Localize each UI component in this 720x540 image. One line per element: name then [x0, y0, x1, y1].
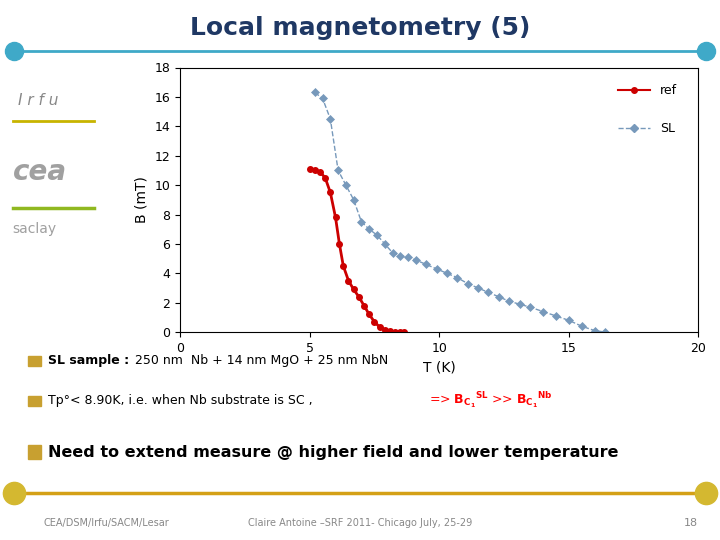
- Text: Tp°< 8.90K, i.e. when Nb substrate is SC ,: Tp°< 8.90K, i.e. when Nb substrate is SC…: [48, 394, 312, 407]
- Text: cea: cea: [13, 158, 67, 186]
- Text: saclay: saclay: [13, 222, 57, 237]
- Text: 18: 18: [684, 518, 698, 528]
- Text: => $\mathbf{B_{C_1}}^{\mathbf{SL}}$ >> $\mathbf{B_{C_1}}^{\mathbf{Nb}}$: => $\mathbf{B_{C_1}}^{\mathbf{SL}}$ >> $…: [429, 391, 553, 410]
- Text: Local magnetometry (5): Local magnetometry (5): [190, 16, 530, 40]
- FancyBboxPatch shape: [28, 355, 40, 366]
- Text: SL sample :: SL sample :: [48, 354, 129, 367]
- Y-axis label: B (mT): B (mT): [135, 177, 149, 223]
- Text: I r f u: I r f u: [18, 93, 58, 108]
- Legend: ref, SL: ref, SL: [613, 79, 682, 140]
- Text: CEA/DSM/Irfu/SACM/Lesar: CEA/DSM/Irfu/SACM/Lesar: [43, 518, 169, 528]
- X-axis label: T (K): T (K): [423, 360, 456, 374]
- Text: Claire Antoine –SRF 2011- Chicago July, 25-29: Claire Antoine –SRF 2011- Chicago July, …: [248, 518, 472, 528]
- FancyBboxPatch shape: [28, 445, 40, 460]
- Text: 250 nm  Nb + 14 nm MgO + 25 nm NbN: 250 nm Nb + 14 nm MgO + 25 nm NbN: [135, 354, 389, 367]
- FancyBboxPatch shape: [28, 396, 40, 406]
- Text: Need to extend measure @ higher field and lower temperature: Need to extend measure @ higher field an…: [48, 444, 618, 460]
